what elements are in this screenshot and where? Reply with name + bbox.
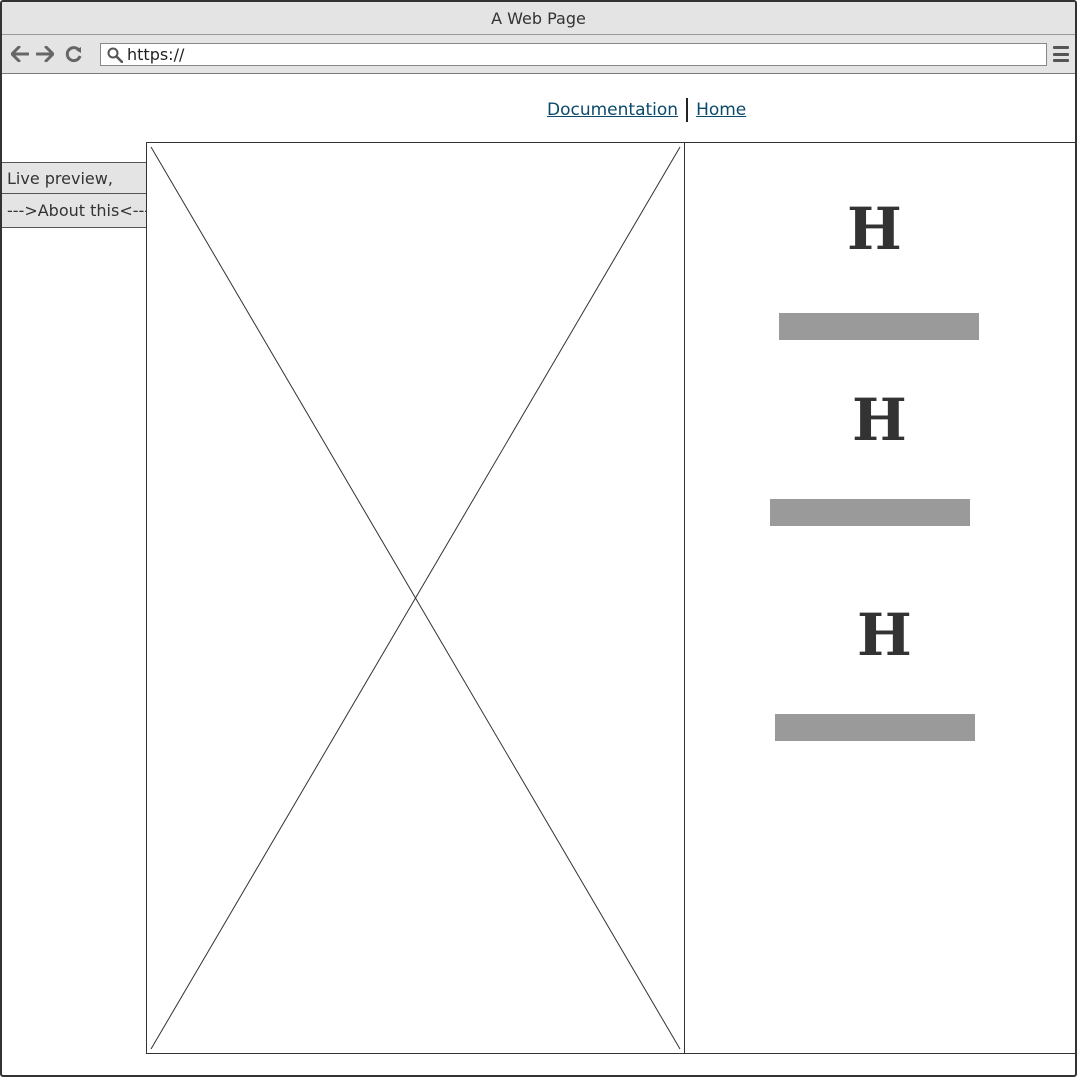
nav-link-home[interactable]: Home bbox=[696, 100, 747, 120]
nav-link-documentation[interactable]: Documentation bbox=[547, 100, 679, 120]
arrow-right-icon bbox=[36, 46, 54, 62]
text-placeholder-1 bbox=[779, 313, 979, 340]
browser-toolbar: https:// bbox=[2, 35, 1075, 74]
back-button[interactable] bbox=[10, 44, 30, 64]
top-navigation: Documentation Home bbox=[547, 98, 746, 122]
search-icon bbox=[107, 47, 124, 63]
forward-button[interactable] bbox=[35, 44, 55, 64]
hamburger-menu-icon[interactable] bbox=[1053, 46, 1069, 62]
text-placeholder-3 bbox=[775, 714, 975, 741]
arrow-left-icon bbox=[11, 46, 29, 62]
heading-3: H bbox=[857, 601, 912, 669]
address-bar[interactable]: https:// bbox=[100, 43, 1047, 66]
url-text: https:// bbox=[127, 45, 185, 64]
heading-1: H bbox=[847, 195, 902, 263]
heading-2: H bbox=[852, 386, 907, 454]
nav-divider bbox=[686, 98, 689, 122]
sidebar-tab-about[interactable]: --->About this<--- bbox=[2, 194, 147, 228]
window-title: A Web Page bbox=[491, 8, 586, 28]
reload-icon bbox=[65, 46, 82, 63]
title-bar: A Web Page bbox=[2, 2, 1075, 35]
sidebar-tab-live-preview[interactable]: Live preview, bbox=[2, 162, 147, 194]
reload-button[interactable] bbox=[64, 44, 84, 64]
image-placeholder bbox=[147, 143, 685, 1053]
image-placeholder-icon bbox=[150, 146, 681, 1050]
text-placeholder-2 bbox=[770, 499, 970, 526]
sidebar: Live preview, --->About this<--- bbox=[2, 162, 147, 228]
content-frame bbox=[146, 142, 1075, 1054]
